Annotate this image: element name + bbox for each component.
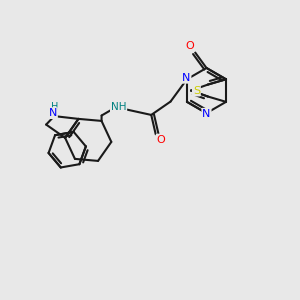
Text: H: H (51, 102, 58, 112)
Text: S: S (193, 85, 200, 96)
Text: O: O (185, 41, 194, 51)
Text: NH: NH (111, 102, 126, 112)
Text: N: N (202, 109, 211, 119)
Text: N: N (49, 108, 57, 118)
Text: O: O (157, 135, 165, 145)
Text: N: N (182, 73, 190, 83)
